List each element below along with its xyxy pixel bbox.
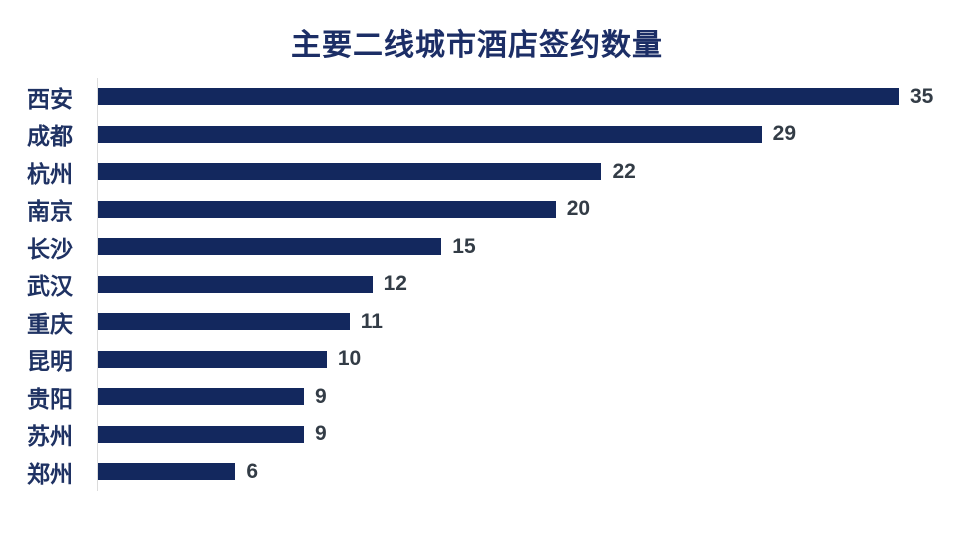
bar-row: 武汉 12: [0, 265, 954, 303]
value-label: 9: [314, 422, 327, 446]
bar: [98, 425, 304, 443]
value-label: 12: [383, 272, 407, 296]
category-label: 南京: [27, 198, 73, 225]
bar-area: 20: [97, 190, 954, 228]
bar-row: 重庆 11: [0, 303, 954, 341]
bar-area: 15: [97, 228, 954, 266]
category-label: 郑州: [27, 460, 73, 487]
value-label: 35: [910, 84, 934, 108]
bar: [98, 350, 327, 368]
bar-area: 22: [97, 153, 954, 191]
category-label: 西安: [27, 85, 73, 112]
bar-row: 贵阳 9: [0, 378, 954, 416]
bar-row: 长沙 15: [0, 228, 954, 266]
bar: [98, 238, 442, 256]
bar-area: 12: [97, 265, 954, 303]
value-label: 10: [337, 347, 362, 371]
value-label: 11: [360, 309, 383, 333]
bar-area: 6: [97, 453, 954, 491]
bar-row: 苏州 9: [0, 415, 954, 453]
bar-row: 西安 35: [0, 78, 954, 116]
bar: [98, 275, 373, 293]
value-label: 22: [612, 159, 636, 183]
bar-area: 10: [97, 340, 954, 378]
value-label: 20: [566, 197, 591, 221]
bar: [98, 200, 556, 218]
value-label: 6: [246, 459, 258, 483]
bar: [98, 125, 762, 143]
category-label: 贵阳: [27, 385, 73, 412]
bar-row: 杭州 22: [0, 153, 954, 191]
bar-row: 昆明 10: [0, 340, 954, 378]
category-label: 重庆: [27, 310, 73, 337]
value-label: 15: [452, 234, 476, 258]
value-label: 29: [772, 122, 797, 146]
bar: [98, 463, 236, 481]
bar-area: 29: [97, 115, 954, 153]
bar-area: 11: [97, 303, 954, 341]
category-label: 苏州: [27, 423, 73, 450]
category-label: 昆明: [27, 348, 73, 375]
category-label: 杭州: [27, 160, 73, 187]
bar: [98, 163, 602, 181]
category-label: 成都: [27, 123, 73, 150]
bar-chart: 西安 35 成都 29 杭州 22 南京 20 长沙 15 武汉 12 重庆 11 昆明 10 贵阳 9 苏州 9 郑州…: [0, 78, 954, 491]
bar: [98, 388, 304, 406]
value-label: 9: [314, 384, 327, 408]
bar: [98, 88, 899, 106]
bar: [98, 313, 350, 331]
bar-area: 9: [97, 415, 954, 453]
bar-row: 郑州 6: [0, 453, 954, 491]
chart-title: 主要二线城市酒店签约数量: [291, 29, 663, 62]
bar-area: 9: [97, 378, 954, 416]
category-label: 长沙: [27, 235, 73, 262]
category-label: 武汉: [27, 273, 73, 300]
bar-area: 35: [97, 78, 954, 116]
bar-row: 南京 20: [0, 190, 954, 228]
bar-row: 成都 29: [0, 115, 954, 153]
